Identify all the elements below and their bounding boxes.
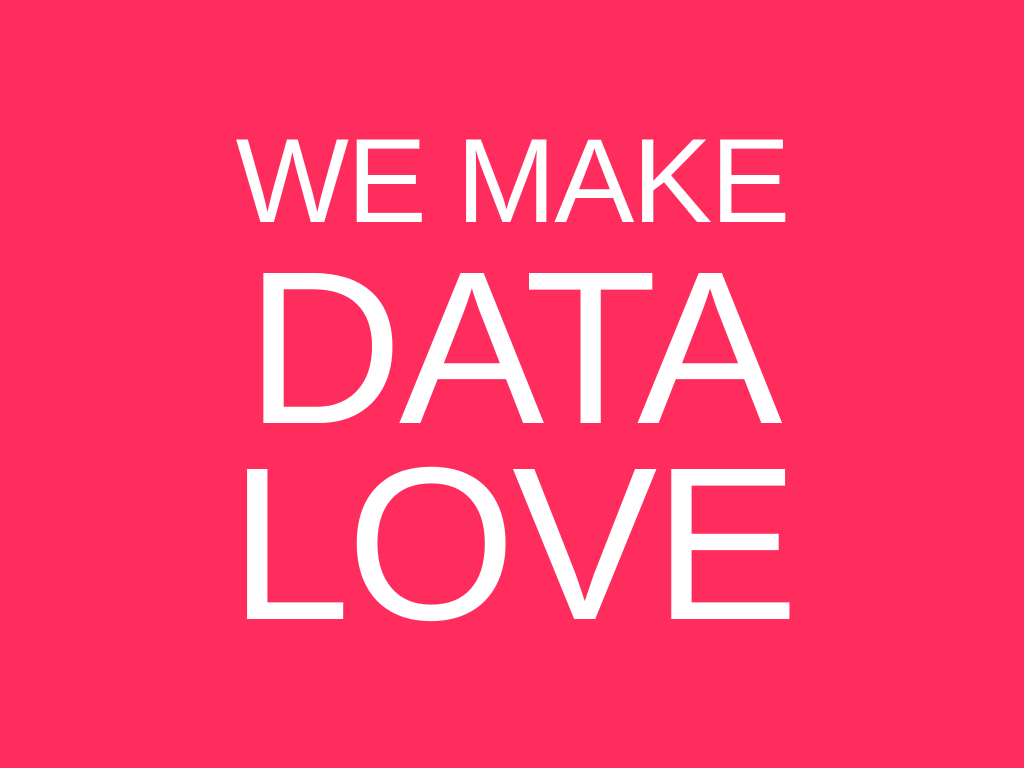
headline-line-data: DATA — [245, 227, 782, 470]
headline-line-love: LOVE — [229, 423, 799, 666]
headline-line-we-make: WE MAKE — [235, 114, 791, 248]
